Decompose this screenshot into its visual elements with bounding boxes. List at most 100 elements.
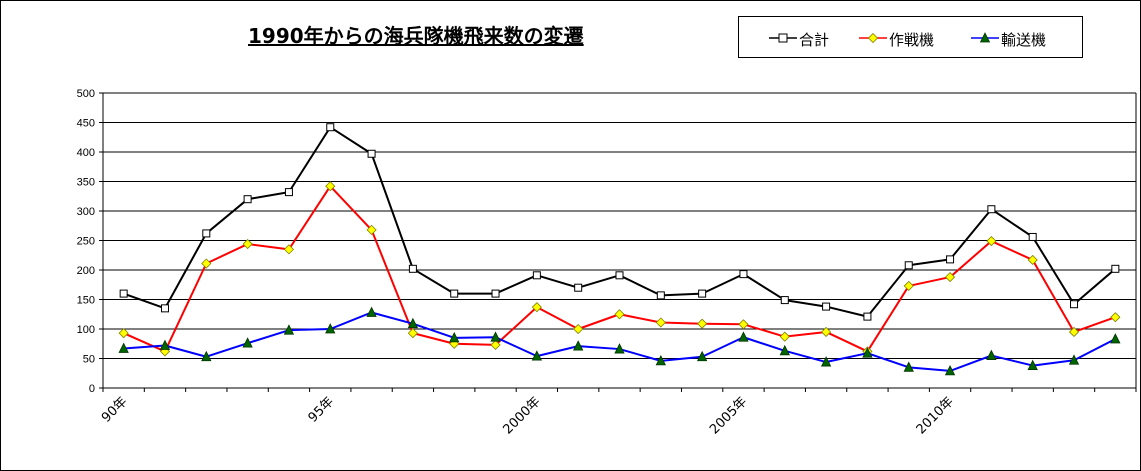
data-point-s2-2004 [696, 350, 708, 362]
data-point-s0-1990 [119, 289, 128, 298]
data-point-s2-1991 [159, 339, 171, 350]
data-point-s2-2008 [862, 347, 873, 358]
y-tick-label-150: 150 [77, 295, 95, 307]
data-point-s0-2007 [822, 302, 831, 311]
data-point-s0-1995 [326, 123, 335, 132]
data-point-s0-1999 [491, 289, 500, 298]
data-point-s0-2006 [780, 296, 789, 305]
data-point-s0-2014 [1111, 264, 1120, 273]
chart-title: 1990年からの海兵隊機飛来数の変遷 [248, 24, 584, 48]
data-point-s1-2010 [944, 272, 956, 283]
data-point-s2-2014 [1110, 333, 1121, 344]
data-point-s2-1990 [118, 342, 129, 353]
data-point-s1-1999 [490, 339, 501, 350]
x-tick-label-1995: 95年 [306, 394, 337, 425]
series-line-2 [123, 311, 1116, 372]
data-point-s0-2001 [574, 283, 583, 292]
x-tick-label-2010: 2010年 [914, 394, 957, 437]
data-point-s2-1996 [366, 306, 377, 317]
data-point-s1-1995 [325, 181, 336, 192]
data-point-s0-2005 [739, 270, 748, 279]
data-point-s2-2012 [1027, 359, 1038, 370]
data-point-s2-2001 [573, 340, 584, 351]
data-point-s0-2009 [904, 261, 913, 270]
legend: 合計 作戦機 輸送機 [738, 16, 1083, 58]
data-point-s2-2010 [944, 364, 956, 376]
data-point-s1-2005 [738, 319, 749, 330]
data-point-s2-2009 [903, 361, 914, 372]
y-tick-label-200: 200 [77, 265, 95, 277]
data-point-s0-2002 [615, 271, 624, 280]
data-point-s1-1993 [242, 238, 253, 250]
y-tick-label-50: 50 [83, 354, 95, 366]
data-point-s0-2011 [987, 205, 996, 214]
data-point-s2-2002 [614, 343, 625, 354]
y-tick-label-300: 300 [77, 206, 95, 218]
legend-marker-transport [971, 32, 999, 43]
data-point-s0-1996 [367, 149, 376, 158]
legend-marker-total [769, 33, 797, 43]
data-point-s0-2008 [863, 312, 872, 321]
data-point-s0-1998 [450, 289, 459, 298]
data-point-s0-2004 [698, 289, 707, 298]
y-tick-label-500: 500 [77, 88, 95, 100]
data-point-s1-1997 [407, 328, 418, 339]
data-point-s0-2012 [1028, 232, 1037, 241]
data-point-s1-2012 [1027, 254, 1038, 266]
data-point-s1-2007 [821, 326, 832, 338]
data-point-s0-1992 [202, 229, 211, 238]
data-point-s0-1994 [284, 188, 293, 197]
y-tick-label-450: 450 [77, 118, 95, 130]
data-point-s1-1996 [366, 224, 377, 235]
x-tick-label-1990: 90年 [99, 394, 130, 425]
data-point-s1-2006 [779, 331, 790, 342]
data-point-s1-2002 [614, 309, 625, 320]
legend-label-transport: 輸送機 [1001, 31, 1047, 49]
data-point-s0-2000 [532, 271, 541, 280]
data-point-s2-1999 [490, 331, 501, 342]
legend-label-total: 合計 [799, 31, 830, 49]
data-point-s0-2013 [1070, 300, 1079, 309]
data-point-s0-1993 [243, 195, 252, 204]
data-point-s0-2003 [656, 291, 665, 300]
y-tick-label-100: 100 [77, 324, 95, 336]
data-point-s2-2006 [779, 344, 790, 356]
data-point-s1-2004 [697, 318, 708, 329]
data-point-s0-1997 [408, 264, 417, 273]
data-point-s2-2011 [986, 349, 997, 360]
x-tick-label-2005: 2005年 [707, 394, 750, 437]
data-point-s2-1998 [449, 331, 460, 343]
data-point-s2-1997 [407, 317, 419, 329]
data-point-s2-2000 [531, 350, 543, 361]
data-point-s2-1994 [283, 324, 295, 335]
data-point-s1-2013 [1068, 326, 1080, 338]
data-point-s2-1995 [325, 323, 336, 334]
x-tick-label-2000: 2000年 [500, 394, 543, 437]
data-point-s2-2003 [655, 354, 666, 366]
data-point-s1-2000 [531, 302, 542, 313]
data-point-s1-2011 [986, 236, 997, 247]
y-tick-label-250: 250 [77, 236, 95, 248]
data-point-s1-1994 [283, 244, 295, 255]
data-point-s1-1990 [118, 328, 129, 339]
data-point-s2-2013 [1068, 354, 1080, 365]
series-line-0 [123, 126, 1116, 318]
data-point-s1-2001 [573, 323, 584, 335]
data-point-s1-2009 [903, 280, 914, 291]
y-tick-label-350: 350 [77, 177, 95, 189]
y-tick-label-400: 400 [77, 147, 95, 159]
data-point-s0-1991 [160, 304, 169, 313]
data-point-s1-1992 [201, 258, 212, 269]
data-point-s2-2007 [820, 356, 832, 367]
data-point-s2-1993 [242, 337, 253, 348]
data-point-s0-2010 [946, 255, 955, 264]
data-point-s2-2005 [738, 331, 749, 342]
y-tick-label-0: 0 [89, 383, 95, 395]
data-point-s1-2014 [1110, 312, 1121, 323]
data-point-s1-2003 [655, 317, 666, 328]
data-point-s2-1992 [201, 350, 212, 362]
legend-marker-combat [859, 32, 887, 44]
legend-label-combat: 作戦機 [889, 31, 935, 49]
